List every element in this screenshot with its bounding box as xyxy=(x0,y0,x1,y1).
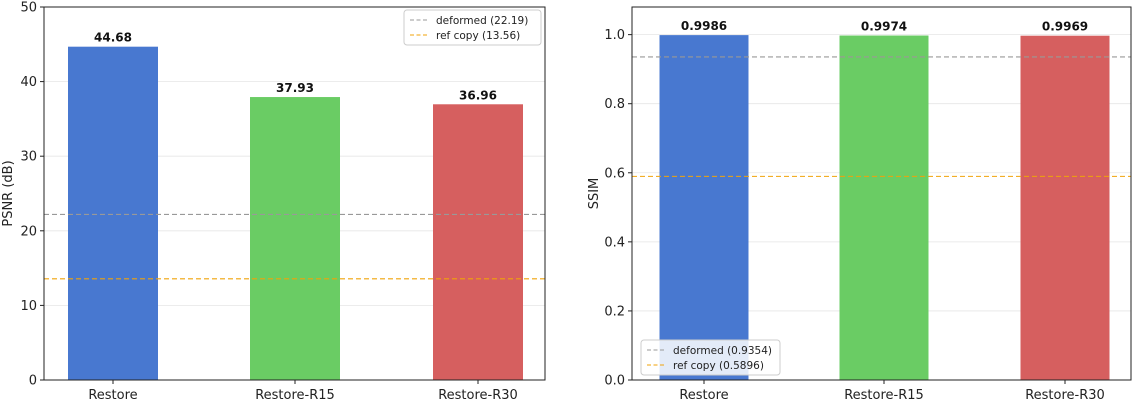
y-tick-label: 0.8 xyxy=(604,97,625,112)
y-tick-label: 0 xyxy=(29,374,37,389)
y-tick-label: 0.4 xyxy=(604,235,625,250)
y-tick-label: 1.0 xyxy=(604,28,625,43)
y-tick-label: 50 xyxy=(20,1,37,16)
y-tick-label: 20 xyxy=(20,224,37,239)
chart-panel-2: 0.0 0.2 0.4 0.6 0.8 1.0 0.9986 Restore 0.9974 Res… xyxy=(587,6,1132,401)
bar-restore xyxy=(659,35,749,380)
legend-label: ref copy (0.5896) xyxy=(673,360,764,372)
axes-frame xyxy=(631,6,1132,381)
legend: deformed (0.9354) ref copy (0.5896) xyxy=(640,339,781,376)
legend-box xyxy=(403,9,542,46)
bar-restore-r30 xyxy=(1020,35,1110,380)
x-tick-label: Restore xyxy=(679,388,728,401)
bar-restore-r30 xyxy=(433,104,523,381)
bar-restore-r15 xyxy=(250,97,340,380)
y-tick-label: 30 xyxy=(20,150,37,165)
x-tick-label: Restore-R30 xyxy=(1025,388,1105,401)
bar-value-label: 36.96 xyxy=(459,88,497,102)
legend-label: deformed (0.9354) xyxy=(673,345,772,357)
legend-label: ref copy (13.56) xyxy=(436,30,520,42)
bar-value-label: 0.9969 xyxy=(1042,20,1088,34)
x-tick-label: Restore-R15 xyxy=(844,388,924,401)
x-tick-label: Restore xyxy=(88,388,137,401)
bar-restore-r15 xyxy=(839,35,929,381)
legend-box xyxy=(640,339,781,376)
y-tick-label: 40 xyxy=(20,75,37,90)
y-axis-label: SSIM xyxy=(587,178,602,210)
y-tick-label: 10 xyxy=(20,299,37,314)
bar-value-label: 37.93 xyxy=(276,81,314,95)
y-axis-label: PSNR (dB) xyxy=(1,160,16,226)
legend-label: deformed (22.19) xyxy=(436,15,528,27)
chart-panel-1: 0 10 20 30 40 50 44.68 Restore 37.93 Restore-R15 3… xyxy=(1,1,546,401)
y-tick-label: 0.6 xyxy=(604,166,625,181)
bar-value-label: 0.9974 xyxy=(861,20,907,34)
x-tick-label: Restore-R30 xyxy=(438,388,518,401)
bar-value-label: 0.9986 xyxy=(681,19,727,33)
bar-value-label: 44.68 xyxy=(94,31,132,45)
x-tick-label: Restore-R15 xyxy=(255,388,335,401)
y-tick-label: 0.2 xyxy=(604,304,625,319)
y-tick-label: 0.0 xyxy=(604,374,625,389)
legend: deformed (22.19) ref copy (13.56) xyxy=(403,9,542,46)
bar-restore xyxy=(68,46,158,381)
axes-frame xyxy=(43,6,546,381)
